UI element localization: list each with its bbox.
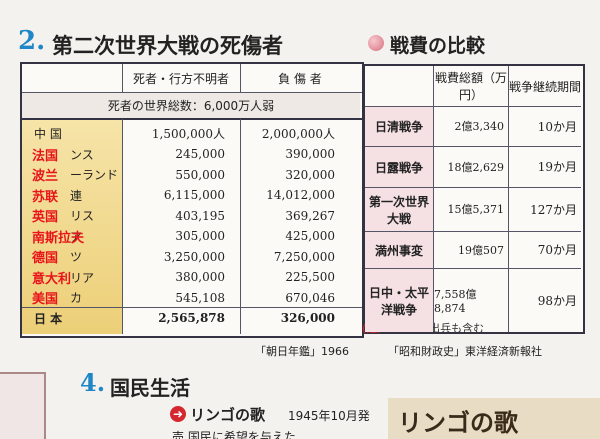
overlay-label: 德国 [32,251,59,266]
dead-value: 380,000 [175,270,225,284]
row-label: 中 国 [34,127,62,141]
rule [240,119,241,334]
dead-value: 2,565,878 [158,311,225,325]
body-text: 売 国民に希望を与えた [172,430,296,439]
rule [365,231,581,232]
overlay-label: 苏联 [32,189,59,205]
rule [508,66,509,332]
section-number: 2. [18,26,46,56]
dead-value: 6,115,000 [163,188,225,202]
period-value: 70か月 [537,243,577,257]
column-header: 戦費総額（万円） [434,71,507,102]
total-row: 死者の世界総数：6,000万人弱 [22,93,360,118]
song-title: リンゴの歌 [190,406,266,424]
row-label: 日露戦争 [365,147,433,187]
injured-value: 390,000 [285,147,335,161]
source: 「朝日年鑑」1966 [255,345,349,358]
section-title: 第二次世界大戦の死傷者 [52,34,283,58]
column-header: 死者・行方不明者 [132,71,229,86]
row-label: ーランド [70,168,119,182]
section-title: 戦費の比較 [390,35,486,57]
bullet [368,35,384,51]
overlay-label: 英国 [32,210,59,225]
period-value: 98か月 [537,293,577,308]
period-value: 127か月 [530,202,577,217]
injured-value: 425,000 [285,229,335,243]
rule [122,64,123,92]
label-column [22,119,122,334]
dead-value: 550,000 [175,167,225,182]
overlay-label: 意大利 [32,271,72,287]
row-label: ツ [70,250,83,264]
arrow-icon: ➜ [170,406,186,422]
cost-value: 19億507 [458,243,504,257]
injured-value: 14,012,000 [266,188,335,202]
rule [22,92,362,93]
dead-value: 1,500,000人 [151,127,225,141]
rule [240,64,241,92]
overlay-label: 美国 [32,292,59,307]
injured-value: 670,046 [285,290,335,305]
dead-value: 245,000 [175,147,225,161]
source: 「昭和財政史」東洋経済新報社 [388,345,542,358]
photo [388,398,600,439]
section-number: 4. [80,368,106,397]
injured-value: 7,250,000 [273,249,335,264]
cost-value: 18億2,629 [447,160,505,174]
decor [0,372,46,439]
row-label: リア [70,270,95,285]
overlay-label: 南斯拉夫 [32,230,85,246]
dead-value: 305,000 [175,229,225,243]
period-value: 19か月 [537,160,577,174]
row-label: 満州事変 [365,232,433,268]
cost-value: 2億3,340 [454,120,505,133]
column-header: 戦争継続期間 [509,79,582,94]
dead-value: 545,108 [175,290,225,305]
injured-value: 320,000 [285,167,335,182]
row-label: ンス [70,147,94,162]
photo-text: リンゴの歌 [398,408,518,437]
row-label: 日清戦争 [365,107,433,146]
period-value: 10か月 [537,119,577,134]
cost-value: 7,558億8,874 [434,287,477,315]
rule [365,187,581,188]
row-label: 日中・太平洋戦争 [365,269,433,332]
rule [365,146,581,147]
row-label: 日 本 [34,311,63,326]
rule [22,118,362,120]
dead-value: 403,195 [175,208,225,223]
overlay-label: 法国 [32,148,59,164]
song-date: 1945年10月発 [288,409,370,423]
rule [122,119,123,334]
row-label: 連 [70,188,83,203]
rule [365,268,581,269]
injured-value: 225,500 [285,270,335,284]
rule [365,106,581,107]
section-title: 国民生活 [110,376,190,400]
injured-value: 326,000 [280,311,335,325]
overlay-label: 波兰 [32,169,59,184]
injured-value: 2,000,000人 [261,127,335,141]
row-label: カ [70,291,83,305]
column-header: 負 傷 者 [278,71,322,86]
row-label: 第一次世界大戦 [365,188,433,231]
row-label: リス [70,209,95,223]
cost-value: 15億5,371 [447,203,505,216]
rule [433,66,434,332]
injured-value: 369,267 [285,208,335,223]
rule [22,306,362,308]
row-label: ア [70,229,83,244]
dead-value: 3,250,000 [163,249,225,264]
